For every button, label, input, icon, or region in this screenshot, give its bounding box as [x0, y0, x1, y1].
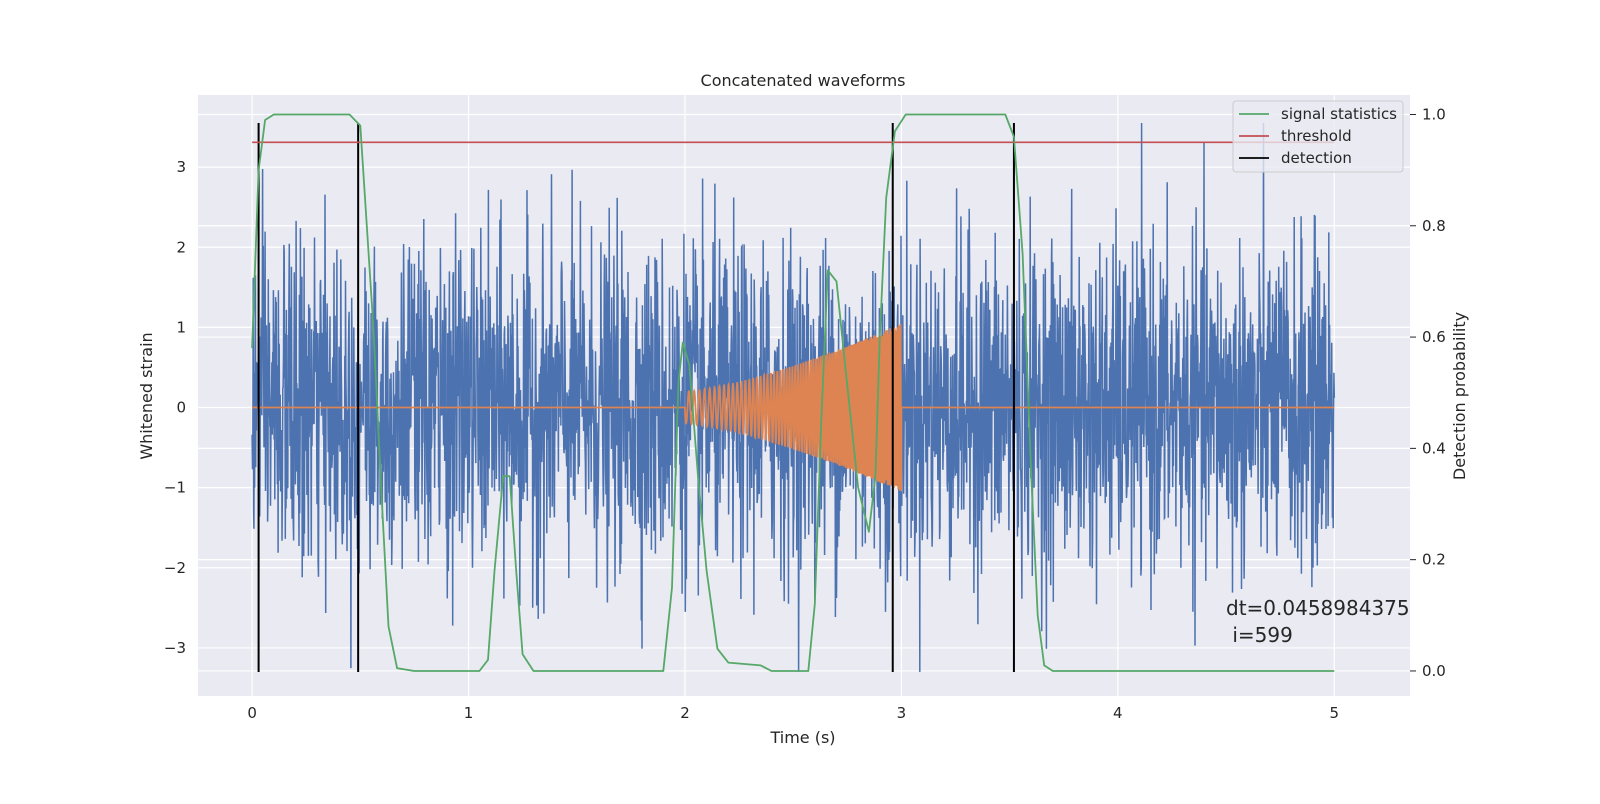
legend-label-threshold: threshold — [1281, 127, 1352, 145]
series-noise-line — [251, 122, 1336, 673]
y2-tick-label: 1.0 — [1422, 105, 1446, 123]
legend-label-signal-statistics: signal statistics — [1281, 105, 1397, 123]
series-signal-statistics-line — [251, 113, 1335, 672]
x-tick-label: 5 — [1329, 704, 1339, 722]
x-tick-label: 1 — [464, 704, 474, 722]
y-axis-label: Whitened strain — [137, 332, 156, 459]
legend-box — [1232, 100, 1404, 173]
y-tick-label: 3 — [176, 158, 186, 176]
x-tick-label: 3 — [897, 704, 907, 722]
x-tick-label: 4 — [1113, 704, 1123, 722]
legend: signal statistics threshold detection — [1232, 100, 1404, 173]
y2-axis-label: Detection probability — [1450, 312, 1469, 480]
y-tick-label: 1 — [176, 318, 186, 336]
series-chirp-line — [252, 324, 1335, 492]
x-tick-label: 0 — [247, 704, 257, 722]
y-tick-label: −2 — [164, 559, 186, 577]
y2-tick-label: 0.0 — [1422, 662, 1446, 680]
y-tick-label: −1 — [164, 479, 186, 497]
annotation-index: i=599 — [1226, 623, 1293, 647]
x-axis-label: Time (s) — [769, 728, 835, 747]
y2-tick-label: 0.8 — [1422, 217, 1446, 235]
tick-labels: 0 1 2 3 4 5 −3 −2 −1 0 1 2 3 0.0 0.2 0.4 0.6 0.8 1.0 — [164, 105, 1446, 722]
y2-tick-label: 0.2 — [1422, 551, 1446, 569]
y2-tick-label: 0.6 — [1422, 328, 1446, 346]
chart-title: Concatenated waveforms — [701, 71, 906, 90]
legend-label-detection: detection — [1281, 149, 1352, 167]
x-tick-label: 2 — [680, 704, 690, 722]
y2-tick-label: 0.4 — [1422, 439, 1446, 457]
y-tick-label: 2 — [176, 238, 186, 256]
y-tick-label: 0 — [176, 399, 186, 417]
data-layer — [251, 113, 1336, 673]
annotation-dt: dt=0.0458984375 — [1226, 596, 1410, 620]
y-tick-label: −3 — [164, 639, 186, 657]
